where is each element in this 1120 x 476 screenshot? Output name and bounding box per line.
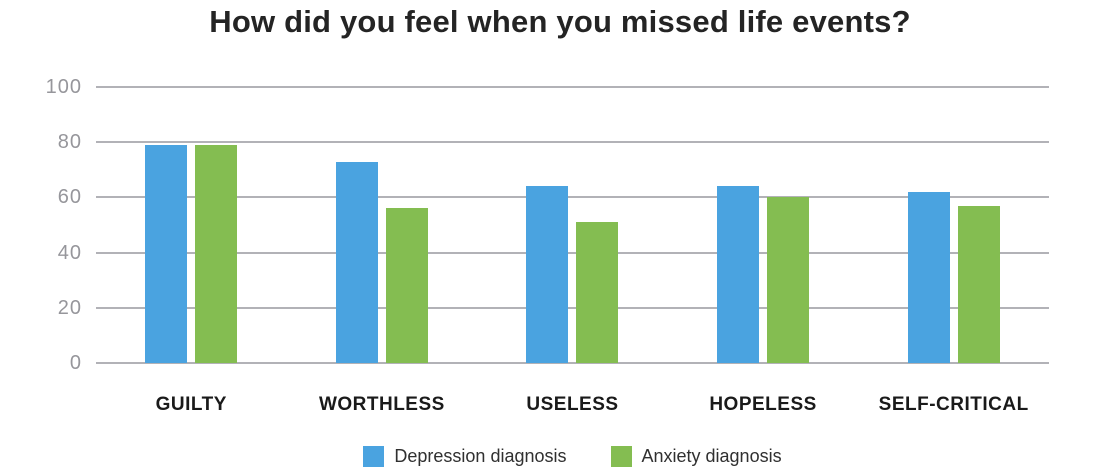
bar-anxiety-diagnosis-guilty [195, 144, 238, 363]
legend-item-anxiety-diagnosis: Anxiety diagnosis [610, 446, 782, 467]
gridline-100 [96, 86, 1049, 88]
bar-group-guilty [96, 87, 287, 363]
gridline-60 [96, 196, 1049, 199]
legend-item-depression-diagnosis: Depression diagnosis [363, 446, 567, 467]
bar-depression-diagnosis-useless [526, 186, 569, 363]
legend-swatch-icon [610, 446, 632, 467]
gridline-0 [96, 362, 1049, 364]
bar-group-self-critical [858, 87, 1049, 363]
y-axis-tick-label-60: 60 [57, 186, 82, 209]
bar-depression-diagnosis-worthless [335, 161, 378, 363]
y-axis-tick-label-80: 80 [57, 131, 82, 154]
legend-label: Depression diagnosis [394, 446, 567, 466]
bar-depression-diagnosis-hopeless [717, 186, 760, 363]
bar-anxiety-diagnosis-useless [576, 222, 619, 363]
x-axis-label-worthless: WORTHLESS [318, 394, 445, 415]
x-axis-label-self-critical: SELF-CRITICAL [878, 394, 1029, 415]
x-axis-category-labels: GUILTY WORTHLESS USELESS HOPELESS SELF-CRITI… [96, 394, 1049, 416]
y-axis-tick-label-40: 40 [57, 241, 82, 264]
legend: Depression diagnosis Anxiety diagnosis [96, 446, 1049, 467]
bar-anxiety-diagnosis-self-critical [957, 205, 1000, 363]
chart-title: How did you feel when you missed life ev… [209, 4, 911, 39]
gridline-80 [96, 141, 1049, 144]
bar-group-hopeless [668, 87, 859, 363]
gridline-40 [96, 251, 1049, 254]
gridline-20 [96, 306, 1049, 309]
x-axis-label-hopeless: HOPELESS [709, 394, 817, 415]
x-axis-label-guilty: GUILTY [155, 394, 227, 415]
y-axis-tick-label-20: 20 [57, 296, 82, 319]
bar-anxiety-diagnosis-worthless [385, 208, 428, 363]
bar-depression-diagnosis-self-critical [907, 191, 950, 363]
x-axis-label-useless: USELESS [526, 394, 619, 415]
bar-depression-diagnosis-guilty [145, 144, 188, 363]
legend-label: Anxiety diagnosis [641, 446, 782, 466]
y-axis-tick-label-100: 100 [45, 76, 82, 98]
legend-swatch-icon [363, 446, 385, 467]
bar-group-useless [477, 87, 668, 363]
bar-group-worthless [287, 87, 478, 363]
y-axis-tick-label-0: 0 [69, 352, 82, 374]
plot-area: 0 20 40 60 80 100 [46, 76, 1049, 374]
bars [96, 87, 1049, 363]
bar-anxiety-diagnosis-hopeless [767, 197, 810, 363]
